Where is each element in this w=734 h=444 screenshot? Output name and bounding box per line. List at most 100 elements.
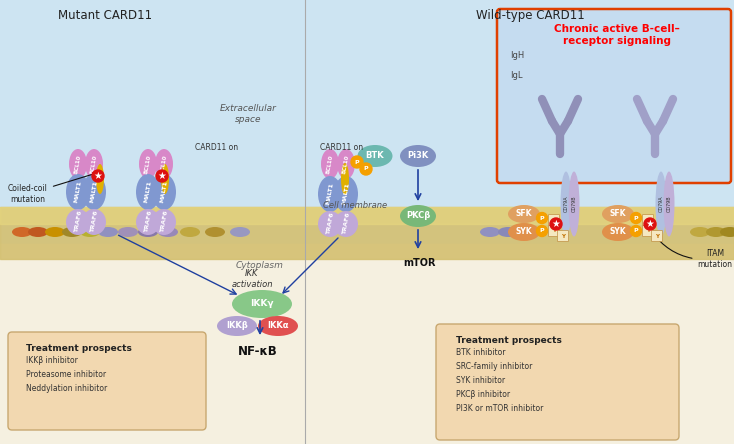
Text: ★: ★ [158,170,167,181]
Text: SYK: SYK [516,227,532,237]
Ellipse shape [66,174,90,210]
Text: NF-κB: NF-κB [238,345,278,358]
Ellipse shape [480,227,500,237]
Ellipse shape [152,209,176,235]
Bar [0,207,734,224]
Ellipse shape [136,174,160,210]
Text: CARD11 on: CARD11 on [195,143,238,152]
Text: CD79B: CD79B [666,196,672,212]
Ellipse shape [690,227,710,237]
Text: CD79A: CD79A [658,196,664,212]
FancyBboxPatch shape [652,230,663,242]
Ellipse shape [45,227,65,237]
Text: IgH: IgH [510,52,524,60]
Circle shape [550,218,562,230]
Text: P: P [633,229,639,234]
Ellipse shape [508,223,540,241]
Text: Extracellular
space: Extracellular space [219,104,277,124]
Text: SFK: SFK [610,210,626,218]
Ellipse shape [400,205,436,227]
Text: MALT1: MALT1 [341,182,350,206]
Ellipse shape [62,227,82,237]
Text: MALT1: MALT1 [90,180,98,204]
FancyBboxPatch shape [642,226,653,237]
Text: P: P [539,229,545,234]
Text: BCL10: BCL10 [144,154,152,174]
Text: ★: ★ [646,218,655,229]
Text: ★: ★ [94,170,102,181]
Text: CD79A: CD79A [564,196,569,212]
Text: MALT1: MALT1 [144,180,153,204]
FancyBboxPatch shape [558,230,569,242]
Ellipse shape [321,149,339,179]
Ellipse shape [205,227,225,237]
Text: MALT1: MALT1 [326,182,335,206]
Text: P: P [355,159,360,164]
Ellipse shape [514,227,534,237]
Ellipse shape [602,223,634,241]
Text: SYK inhibitor: SYK inhibitor [456,376,505,385]
Ellipse shape [85,149,103,179]
Ellipse shape [508,205,540,223]
Text: CARD11 on: CARD11 on [320,143,363,152]
Circle shape [644,218,656,230]
Ellipse shape [180,227,200,237]
Circle shape [631,226,642,237]
Text: Y: Y [552,229,556,234]
Text: Pi3K: Pi3K [407,151,429,160]
Text: Y: Y [655,234,659,238]
Text: IKKα: IKKα [267,321,288,330]
Text: TRAF6: TRAF6 [73,210,82,234]
Text: Treatment prospects: Treatment prospects [26,344,132,353]
Bar [0,207,734,259]
Text: Y: Y [646,229,650,234]
Text: SYK: SYK [610,227,626,237]
Ellipse shape [334,176,358,212]
Text: BCL10: BCL10 [342,154,350,174]
Text: Mutant CARD11: Mutant CARD11 [58,9,152,22]
Circle shape [360,163,372,175]
Text: BCL10: BCL10 [74,154,82,174]
Ellipse shape [602,205,634,223]
Ellipse shape [217,316,257,336]
Ellipse shape [337,149,355,179]
Text: IKKγ: IKKγ [250,300,274,309]
Ellipse shape [98,227,118,237]
Ellipse shape [258,316,298,336]
Text: Coiled-coil
mutation: Coiled-coil mutation [8,173,96,204]
Text: SFK: SFK [516,210,532,218]
Ellipse shape [664,171,675,237]
Text: IKK
activation: IKK activation [231,270,273,289]
Circle shape [537,226,548,237]
Text: ★: ★ [552,218,560,229]
Ellipse shape [80,227,100,237]
Circle shape [156,170,168,182]
Text: IKKβ inhibitor: IKKβ inhibitor [26,356,78,365]
Text: Y: Y [561,234,565,238]
Text: TRAF6: TRAF6 [144,210,153,234]
Text: MALT1: MALT1 [73,180,82,204]
Circle shape [537,213,548,223]
Text: CD79B: CD79B [572,196,576,212]
Ellipse shape [400,145,436,167]
Ellipse shape [158,227,178,237]
Ellipse shape [66,209,90,235]
Ellipse shape [561,171,572,237]
Ellipse shape [82,209,106,235]
Text: PKCβ inhibitor: PKCβ inhibitor [456,390,510,399]
Ellipse shape [69,149,87,179]
Ellipse shape [318,176,342,212]
Circle shape [92,170,104,182]
Ellipse shape [569,171,580,237]
Ellipse shape [139,149,157,179]
Bar [0,244,734,444]
Ellipse shape [706,227,726,237]
Text: IKKβ: IKKβ [226,321,248,330]
Text: BCL10: BCL10 [90,154,98,174]
Text: Cytoplasm: Cytoplasm [236,262,284,270]
Ellipse shape [96,164,104,194]
Text: P: P [633,215,639,221]
FancyBboxPatch shape [436,324,679,440]
FancyBboxPatch shape [548,214,559,226]
Ellipse shape [12,227,32,237]
